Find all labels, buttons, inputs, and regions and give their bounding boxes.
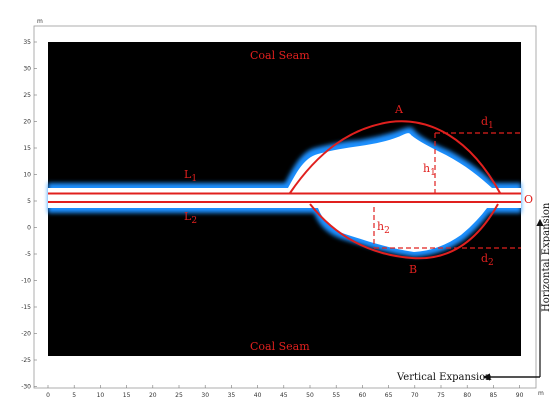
y-tick-label: 0 (27, 225, 31, 232)
coal-seam-top-label: Coal Seam (250, 49, 310, 62)
y-tick-label: -20 (21, 331, 31, 338)
vertical-expansion-label: Vertical Expansion (396, 372, 492, 383)
axes-frame (33, 25, 537, 389)
x-tick-label: 55 (332, 392, 340, 399)
x-tick-label: 90 (516, 392, 524, 399)
y-tick-label: 25 (23, 92, 31, 99)
d1-label: d1 (481, 115, 494, 131)
h2-label: h2 (377, 220, 390, 236)
x-tick-label: 75 (437, 392, 445, 399)
l1-label: L1 (184, 168, 197, 184)
x-tick-label: 70 (411, 392, 419, 399)
y-tick-label: -10 (21, 278, 31, 285)
x-axis-ticks: 0 5 10 15 20 25 30 35 40 45 50 55 60 65 70 75 80 85 90 (46, 385, 524, 399)
y-tick-label: 30 (23, 66, 31, 73)
x-tick-label: 20 (149, 392, 157, 399)
d2-label: d2 (481, 252, 494, 268)
y-tick-label: 35 (23, 39, 31, 46)
point-b-label: B (409, 263, 417, 276)
x-tick-label: 50 (306, 392, 314, 399)
x-tick-label: 65 (385, 392, 393, 399)
horizontal-expansion-label: Horizontal Expansion (541, 202, 550, 312)
x-tick-label: 80 (463, 392, 471, 399)
x-tick-label: 25 (175, 392, 183, 399)
x-unit-label: m (538, 390, 544, 397)
upper-envelope-curve (289, 120, 501, 194)
x-tick-label: 0 (46, 392, 50, 399)
y-tick-label: -5 (25, 251, 31, 258)
expansion-arrows (482, 218, 544, 381)
l2-label: L2 (184, 210, 197, 226)
x-tick-label: 60 (359, 392, 367, 399)
y-tick-label: -15 (21, 304, 31, 311)
x-tick-label: 30 (201, 392, 209, 399)
y-tick-label: 5 (27, 198, 31, 205)
point-a-label: A (394, 103, 404, 116)
x-tick-label: 40 (254, 392, 262, 399)
y-tick-label: 15 (23, 145, 31, 152)
x-tick-label: 45 (280, 392, 288, 399)
x-tick-label: 5 (72, 392, 76, 399)
lower-envelope-curve (309, 203, 499, 260)
h1-label: h1 (423, 162, 436, 178)
x-tick-label: 15 (123, 392, 131, 399)
coal-seam-bottom-label: Coal Seam (250, 340, 310, 353)
y-unit-label: m (37, 18, 43, 25)
y-tick-label: 20 (23, 119, 31, 126)
y-tick-label: 10 (23, 172, 31, 179)
y-tick-label: -30 (21, 384, 31, 391)
x-tick-label: 10 (97, 392, 105, 399)
x-tick-label: 85 (490, 392, 498, 399)
annotation-lines (48, 120, 521, 260)
point-o-label: O (524, 193, 533, 206)
x-tick-label: 35 (228, 392, 236, 399)
y-tick-label: -25 (21, 357, 31, 364)
